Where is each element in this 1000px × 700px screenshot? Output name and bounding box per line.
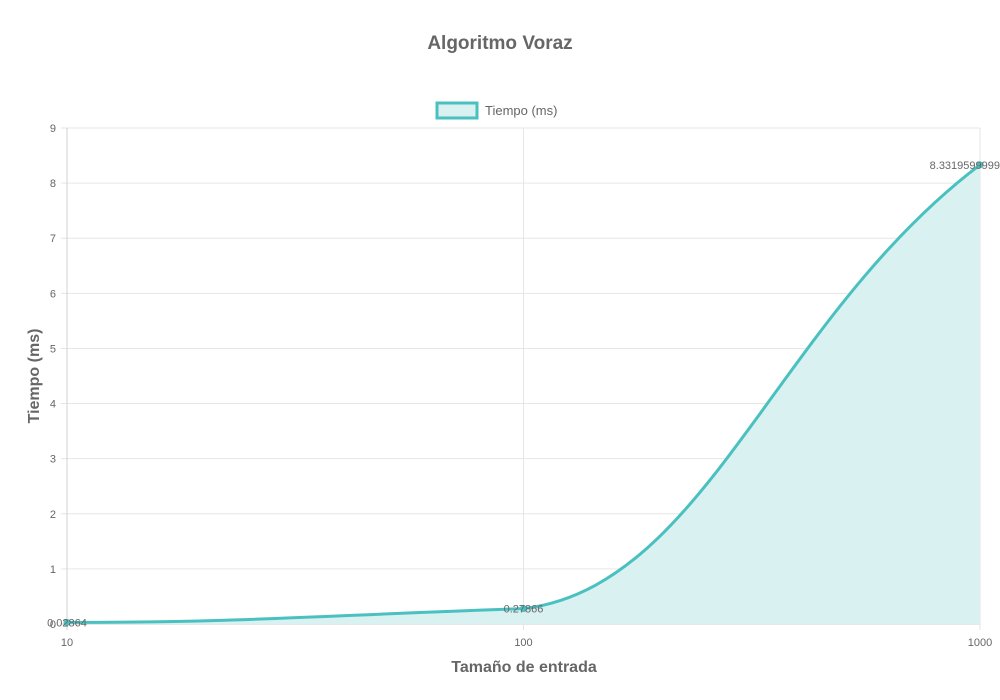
data-point[interactable] (520, 605, 527, 613)
y-tick-label: 0 (50, 619, 56, 631)
series-line (66, 163, 981, 624)
y-tick-label: 2 (50, 509, 56, 521)
x-tick-label: 100 (514, 637, 532, 649)
x-axis-ticks: 10 100 1000 (61, 637, 992, 649)
data-labels: 0.02864 0.27866 8.3319599999 (47, 160, 1000, 630)
y-tick-label: 5 (50, 343, 56, 355)
y-tick-label: 3 (50, 454, 56, 466)
legend-label[interactable]: Tiempo (ms) (485, 103, 557, 118)
y-tick-label: 4 (50, 399, 56, 411)
y-axis-title: Tiempo (ms) (26, 329, 43, 424)
y-tick-label: 8 (50, 178, 56, 190)
data-label: 0.02864 (47, 617, 87, 629)
data-points (63, 161, 984, 626)
data-point[interactable] (976, 161, 984, 169)
x-tick-label: 10 (61, 637, 73, 649)
y-tick-label: 6 (50, 288, 56, 300)
y-tick-label: 7 (50, 233, 56, 245)
x-axis-title: Tamaño de entrada (451, 659, 597, 676)
data-point[interactable] (63, 618, 71, 626)
legend-swatch[interactable] (435, 101, 479, 120)
y-tick-label: 1 (50, 564, 56, 576)
x-tick-label: 1000 (968, 637, 992, 649)
y-tick-label: 9 (50, 123, 56, 135)
data-label: 8.3319599999 (930, 160, 1000, 172)
series-area-fill (67, 164, 980, 625)
y-axis-ticks: 0 1 2 3 4 5 6 7 8 9 (50, 123, 56, 631)
legend[interactable]: Tiempo (ms) (435, 101, 557, 120)
data-label: 0.27866 (504, 604, 544, 616)
chart-title: Algoritmo Voraz (427, 33, 572, 54)
